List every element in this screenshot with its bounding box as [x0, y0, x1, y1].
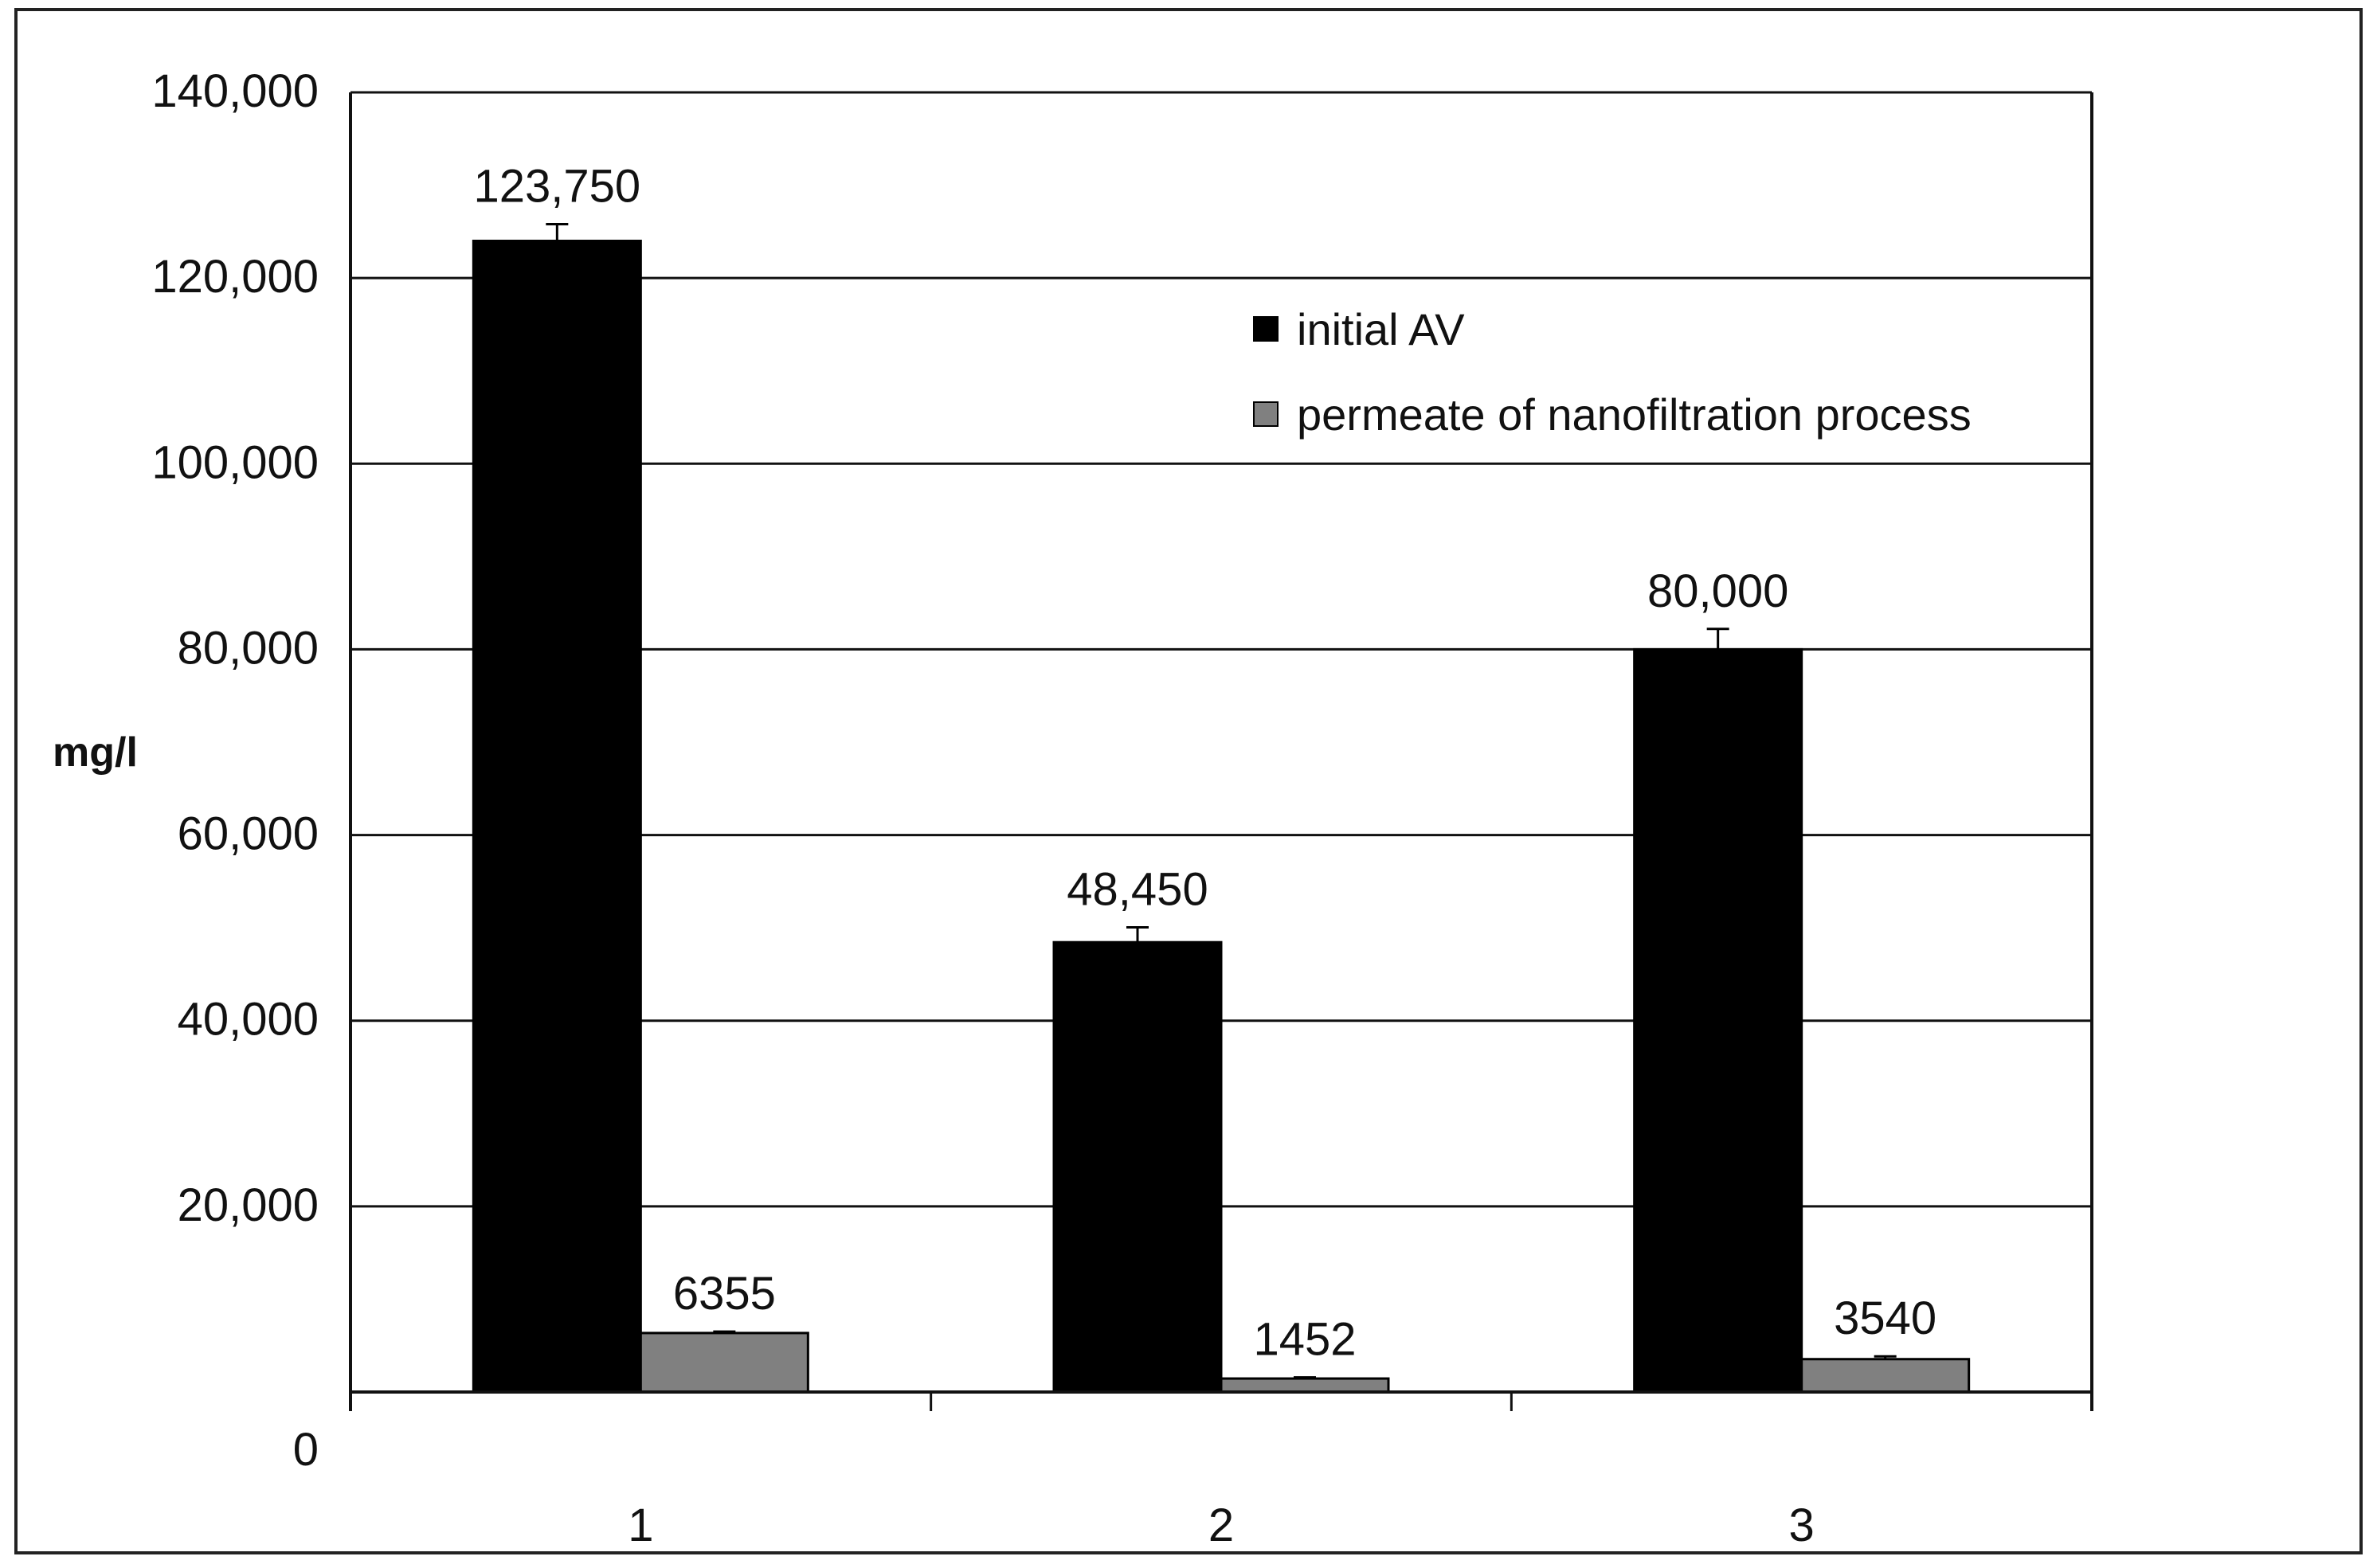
y-tick-label-120000: 120,000: [151, 251, 319, 303]
bar-initial-av-1: [472, 240, 642, 1394]
bar-initial-av-2: [1052, 940, 1223, 1394]
legend-swatch-permeate: [1253, 401, 1279, 427]
legend-label-initial-av: initial AV: [1297, 304, 1465, 354]
y-tick-label-80000: 80,000: [178, 622, 319, 674]
bar-permeate-1: [639, 1331, 809, 1394]
y-tick-label-140000: 140,000: [151, 65, 319, 117]
data-label-permeate-3: 3540: [1834, 1292, 1936, 1344]
bar-permeate-3: [1800, 1358, 1971, 1394]
bar-permeate-2: [1220, 1377, 1390, 1394]
bar-initial-av-3: [1633, 647, 1803, 1394]
data-label-permeate-2: 1452: [1253, 1314, 1356, 1366]
y-axis-title: mg/l: [53, 729, 138, 776]
legend-label-permeate: permeate of nanofiltration process: [1297, 389, 1972, 440]
x-category-label-2: 2: [1208, 1500, 1234, 1551]
y-tick-label-100000: 100,000: [151, 436, 319, 488]
bars: [472, 223, 1971, 1394]
data-label-initial-av-3: 80,000: [1647, 565, 1788, 617]
y-tick-label-40000: 40,000: [178, 994, 319, 1046]
axes: [349, 92, 2093, 1411]
x-category-label-1: 1: [628, 1500, 653, 1551]
x-category-label-3: 3: [1789, 1500, 1815, 1551]
y-tick-label-20000: 20,000: [178, 1179, 319, 1231]
legend: initial AV permeate of nanofiltration pr…: [1253, 304, 1972, 440]
y-tick-label-0: 0: [293, 1424, 319, 1476]
legend-swatch-initial-av: [1253, 316, 1279, 342]
y-tick-label-60000: 60,000: [178, 808, 319, 860]
data-label-initial-av-2: 48,450: [1067, 864, 1208, 916]
labels: 0 20,000 40,000 60,000 80,000 100,000 120,000 1…: [151, 65, 1936, 1551]
data-label-permeate-1: 6355: [673, 1268, 776, 1320]
data-label-initial-av-1: 123,750: [474, 161, 641, 213]
